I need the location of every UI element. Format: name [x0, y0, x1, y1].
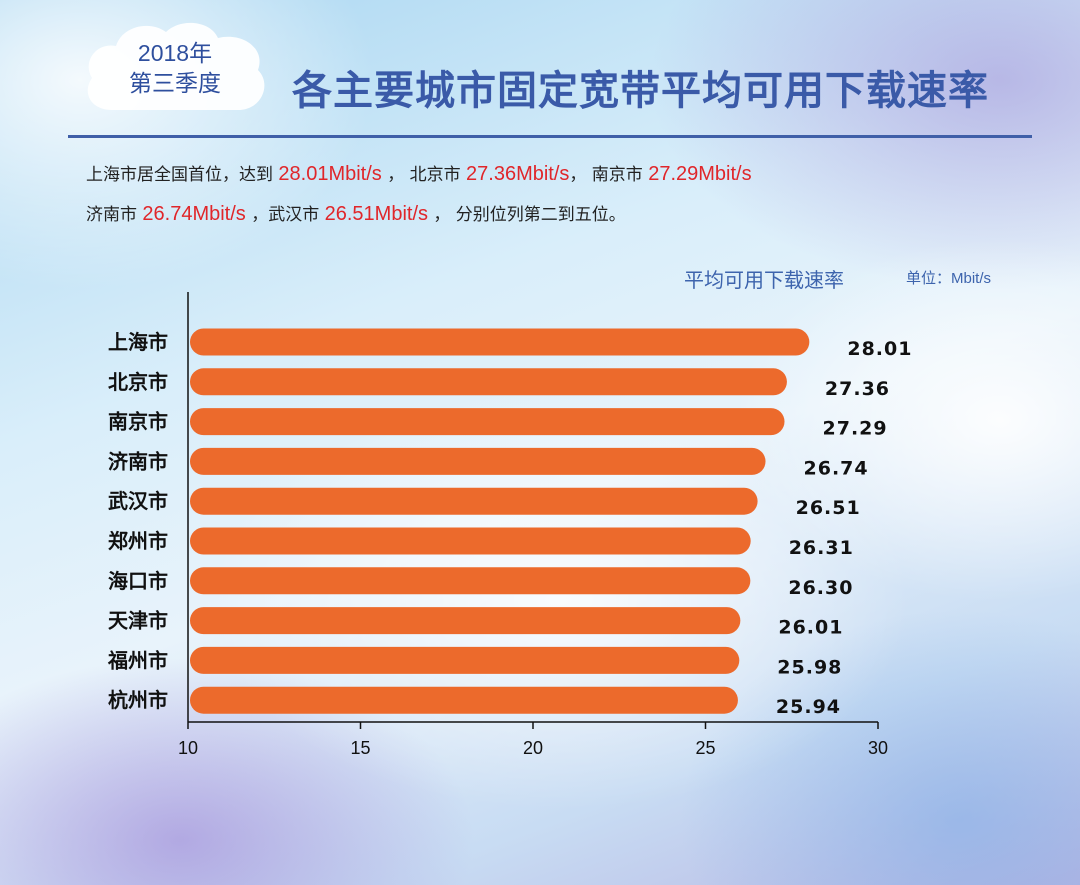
value-label: 27.29 [823, 418, 888, 440]
summary-value: 27.36Mbit/s [466, 163, 570, 185]
value-label: 26.30 [788, 577, 853, 599]
summary-value: 28.01Mbit/s [278, 163, 382, 185]
bar [190, 567, 751, 595]
x-tick-label: 25 [695, 738, 715, 758]
bar [190, 328, 810, 356]
badge-quarter: 第三季度 [129, 70, 221, 96]
value-label: 27.36 [825, 378, 890, 400]
bar [190, 447, 766, 475]
bar [190, 408, 785, 436]
category-label: 天津市 [108, 609, 168, 633]
category-label: 福州市 [107, 648, 168, 672]
category-label: 杭州市 [108, 688, 168, 712]
category-label: 武汉市 [108, 489, 168, 513]
title-divider [68, 135, 1032, 138]
summary-text: ， 分别位列第二到五位。 [428, 205, 626, 225]
value-label: 26.51 [796, 497, 861, 519]
bar [190, 646, 740, 674]
value-label: 26.01 [778, 617, 843, 639]
x-tick-label: 20 [523, 738, 543, 758]
summary-line-2: 济南市 26.74Mbit/s ，武汉市 26.51Mbit/s ， 分别位列第… [86, 200, 626, 226]
category-label: 郑州市 [108, 529, 168, 553]
x-tick-label: 10 [178, 738, 198, 758]
bar [190, 487, 758, 515]
category-label: 上海市 [108, 330, 168, 354]
x-tick-label: 30 [868, 738, 888, 758]
category-label: 海口市 [108, 569, 168, 593]
bar [190, 607, 741, 635]
value-label: 26.74 [804, 457, 869, 479]
summary-text: 上海市居全国首位，达到 [86, 165, 279, 185]
summary-value: 26.51Mbit/s [324, 203, 428, 225]
summary-text: ， 南京市 [569, 165, 649, 185]
period-badge: 2018年 第三季度 [82, 18, 268, 116]
bar [190, 686, 738, 714]
summary-value: 27.29Mbit/s [648, 163, 752, 185]
page-title: 各主要城市固定宽带平均可用下载速率 [292, 68, 989, 114]
cloud-icon [87, 22, 265, 110]
chart-unit-label: 单位：Mbit/s [906, 270, 992, 287]
value-label: 25.98 [777, 656, 842, 678]
summary-text: ，武汉市 [245, 205, 325, 225]
summary-text: ， 北京市 [381, 165, 467, 185]
badge-year: 2018年 [137, 40, 213, 66]
chart-title: 平均可用下载速率 [684, 268, 844, 292]
x-tick-label: 15 [350, 738, 370, 758]
summary-value: 26.74Mbit/s [142, 203, 246, 225]
category-label: 济南市 [108, 449, 168, 473]
category-label: 北京市 [108, 370, 168, 394]
category-label: 南京市 [108, 410, 168, 434]
value-label: 28.01 [847, 338, 912, 360]
summary-text: 济南市 [86, 205, 143, 225]
value-label: 25.94 [776, 696, 841, 718]
value-label: 26.31 [789, 537, 854, 559]
bar [190, 527, 751, 555]
bar [190, 368, 787, 396]
summary-line-1: 上海市居全国首位，达到 28.01Mbit/s ， 北京市 27.36Mbit/… [86, 160, 752, 186]
